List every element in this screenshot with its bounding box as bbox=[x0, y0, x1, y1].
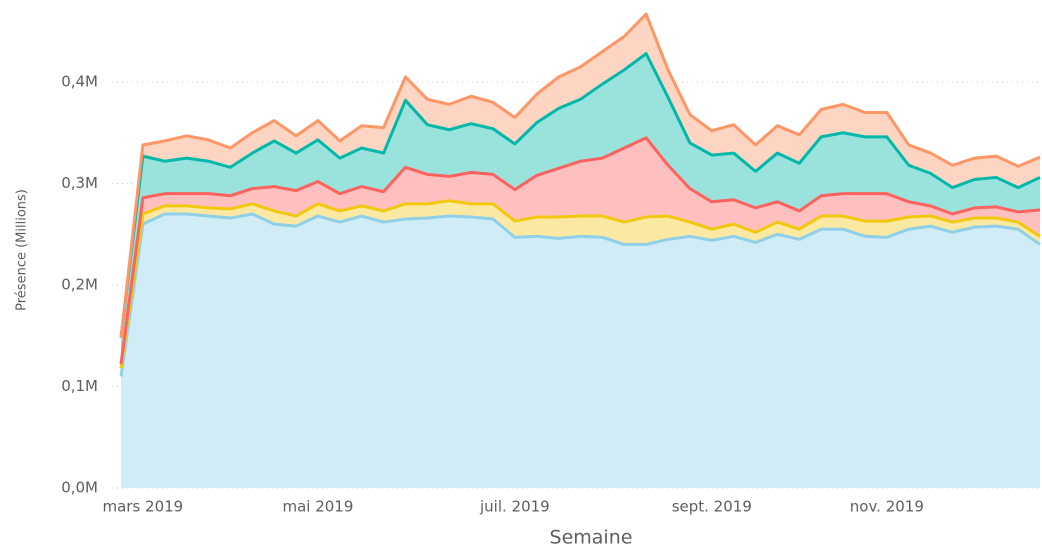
y-tick-label: 0,0M bbox=[61, 479, 98, 497]
y-tick-label: 0,3M bbox=[61, 174, 98, 192]
area-line bbox=[119, 52, 1041, 338]
x-tick-label: nov. 2019 bbox=[850, 498, 924, 516]
x-tick-label: mars 2019 bbox=[103, 498, 184, 516]
x-tick-label: juil. 2019 bbox=[479, 498, 550, 516]
area-line bbox=[119, 199, 1041, 369]
y-tick-label: 0,2M bbox=[61, 276, 98, 294]
y-tick-label: 0,1M bbox=[61, 377, 98, 395]
x-tick-label: sept. 2019 bbox=[672, 498, 752, 516]
area-line bbox=[119, 12, 1041, 338]
x-axis-title: Semaine bbox=[550, 527, 633, 548]
area-line bbox=[119, 136, 1041, 365]
area-line bbox=[119, 212, 1041, 377]
y-axis-title: Présence (Millions) bbox=[15, 189, 30, 311]
x-tick-label: mai 2019 bbox=[282, 498, 353, 516]
area bbox=[121, 14, 1040, 338]
y-tick-label: 0,4M bbox=[61, 73, 98, 91]
area bbox=[121, 213, 1040, 488]
area bbox=[121, 53, 1040, 365]
area bbox=[121, 137, 1040, 369]
